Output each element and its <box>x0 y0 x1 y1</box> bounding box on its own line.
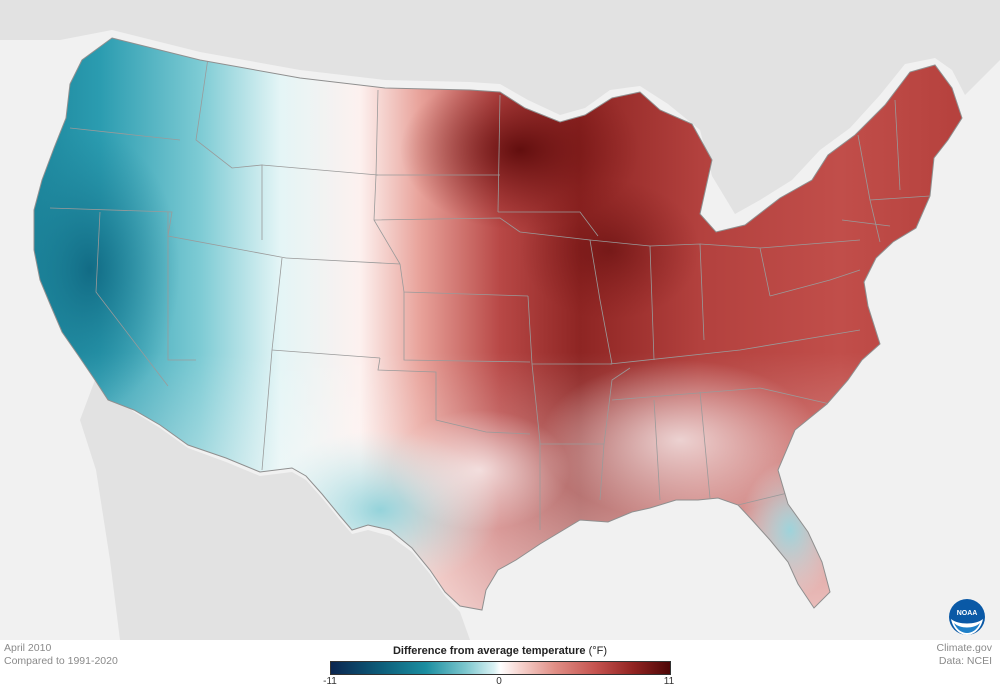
map-metadata: April 2010 Compared to 1991-2020 <box>4 642 118 668</box>
legend-title-text: Difference from average temperature <box>392 645 586 657</box>
noaa-logo-icon: NOAA <box>949 599 985 635</box>
state-borders <box>49 57 931 530</box>
baseline-label: Compared to 1991-2020 <box>4 655 118 667</box>
site-credit: Climate.gov <box>936 642 992 654</box>
legend-min-label: -11 <box>323 676 337 687</box>
legend-title: Difference from average temperature (°F) <box>0 645 1000 657</box>
mexico-land <box>80 380 470 640</box>
canada-land <box>0 0 1000 214</box>
legend-mid-label: 0 <box>496 676 502 687</box>
noaa-logo-text: NOAA <box>957 610 978 617</box>
legend-color-bar <box>330 661 671 675</box>
period-label: April 2010 <box>4 642 52 654</box>
credit-block: Climate.gov Data: NCEI <box>937 642 992 668</box>
temperature-anomaly-map <box>0 0 1000 640</box>
legend-max-label: 11 <box>663 676 675 687</box>
data-credit: Data: NCEI <box>938 655 992 667</box>
legend-unit: (°F) <box>588 645 608 657</box>
